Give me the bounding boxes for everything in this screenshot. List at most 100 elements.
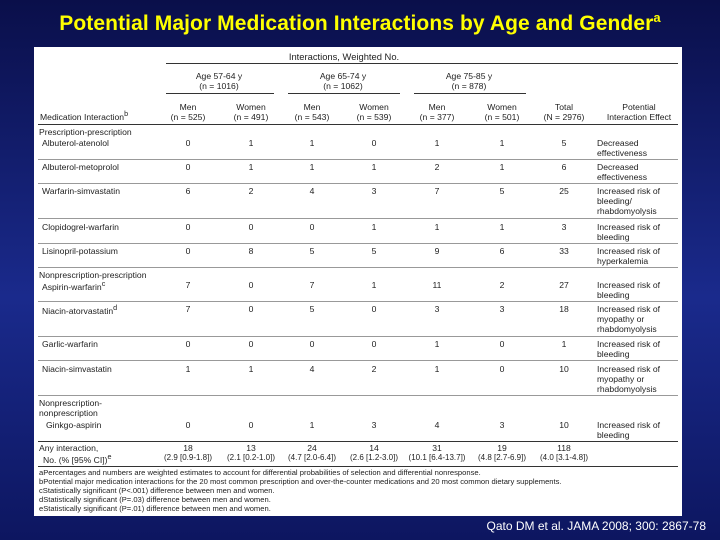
section-otc-otc: Nonprescription-nonprescription (39, 398, 129, 418)
row-10-effect: Increased risk of bleeding (597, 420, 660, 440)
row-4-effect-line-2: bleeding (597, 232, 630, 242)
total-header: Total (554, 102, 574, 112)
row-9-drug: Niacin-simvastatin (42, 364, 112, 374)
row-6-drug-sup: c (101, 280, 106, 288)
row-10-effect-line-1: Increased risk of (597, 420, 661, 430)
row-3-total: 25 (559, 186, 569, 196)
any-ci-6: (4.8 [2.7-6.9]) (477, 453, 527, 462)
any-ci-1: (2.9 [0.9-1.8]) (163, 453, 213, 462)
row-1-val-5: 1 (434, 138, 440, 148)
gender-header-6: Women (487, 102, 517, 112)
gender-header-3-n: (n = 543) (294, 112, 330, 122)
gender-header-6-n: (n = 501) (484, 112, 520, 122)
row-7-drug-sup: d (113, 304, 118, 312)
row-7-val-1: 7 (185, 304, 191, 314)
total-header-n: (N = 2976) (543, 112, 585, 122)
row-7-drug: Niacin-atorvastatind (42, 304, 117, 316)
any-interaction-label-2: No. (% [95% CI])e (43, 453, 111, 465)
row-7-val-4: 0 (371, 304, 377, 314)
any-val-2: 13 (246, 443, 256, 453)
row-7-drug-text: Niacin-atorvastatin (42, 305, 114, 316)
gender-header-2: Women (236, 102, 266, 112)
row-rule (38, 267, 678, 268)
row-5-val-6: 6 (499, 246, 505, 256)
row-9-val-1: 1 (185, 364, 191, 374)
any-total: 118 (557, 443, 571, 453)
row-5-drug: Lisinopril-potassium (42, 246, 118, 256)
row-rule (38, 336, 678, 337)
row-7-effect-line-2: myopathy or (597, 314, 645, 324)
row-7-val-6: 3 (499, 304, 505, 314)
row-9-total: 10 (559, 364, 569, 374)
row-10-val-5: 4 (434, 420, 440, 430)
row-7-val-5: 3 (434, 304, 440, 314)
row-9-effect-line-3: rhabdomyolysis (597, 384, 657, 394)
any-ci-2: (2.1 [0.2-1.0]) (226, 453, 276, 462)
effect-header-2: Interaction Effect (606, 112, 672, 122)
row-1-val-6: 1 (499, 138, 505, 148)
any-val-6: 19 (497, 443, 507, 453)
any-val-3: 24 (307, 443, 317, 453)
row-2-effect: Decreased effectiveness (597, 162, 647, 182)
row-7-effect-line-3: rhabdomyolysis (597, 324, 657, 334)
row-6-val-4: 1 (371, 280, 377, 290)
row-4-val-6: 1 (499, 222, 505, 232)
row-9-val-5: 1 (434, 364, 440, 374)
row-9-effect: Increased risk of myopathy or rhabdomyol… (597, 364, 660, 394)
effect-header-1: Potential (622, 102, 656, 112)
row-1-val-2: 1 (248, 138, 254, 148)
row-2-val-6: 1 (499, 162, 505, 172)
row-6-drug-text: Aspirin-warfarin (42, 281, 102, 292)
age-group-2-n: (n = 1062) (323, 81, 363, 91)
footnote-c: cStatistically significant (P<.001) diff… (39, 486, 275, 495)
age-group-3-label: Age 75-85 y (445, 71, 493, 81)
row-3-val-2: 2 (248, 186, 254, 196)
row-7-effect: Increased risk of myopathy or rhabdomyol… (597, 304, 660, 334)
age-group-1-n: (n = 1016) (199, 81, 239, 91)
row-5-val-4: 5 (371, 246, 377, 256)
row-7-total: 18 (559, 304, 569, 314)
row-1-effect: Decreased effectiveness (597, 138, 647, 158)
footnote-a: aPercentages and numbers are weighted es… (39, 468, 481, 477)
row-1-total: 5 (561, 138, 567, 148)
row-8-val-3: 0 (309, 339, 315, 349)
row-8-val-1: 0 (185, 339, 191, 349)
row-rule (38, 218, 678, 219)
row-3-val-6: 5 (499, 186, 505, 196)
row-4-val-2: 0 (248, 222, 254, 232)
rule-age-2 (288, 93, 400, 94)
row-rule (38, 183, 678, 184)
row-rule (38, 360, 678, 361)
row-7-val-3: 5 (309, 304, 315, 314)
row-6-effect-line-2: bleeding (597, 290, 630, 300)
row-8-val-6: 0 (499, 339, 505, 349)
row-7-val-2: 0 (248, 304, 254, 314)
gender-header-5: Men (428, 102, 446, 112)
row-3-val-5: 7 (434, 186, 440, 196)
row-9-val-3: 4 (309, 364, 315, 374)
row-1-effect-line-2: effectiveness (597, 148, 648, 158)
row-10-val-6: 3 (499, 420, 505, 430)
row-4-val-5: 1 (434, 222, 440, 232)
row-2-val-5: 2 (434, 162, 440, 172)
row-8-total: 1 (561, 339, 567, 349)
row-1-val-1: 0 (185, 138, 191, 148)
gender-header-1-n: (n = 525) (170, 112, 206, 122)
row-4-total: 3 (561, 222, 567, 232)
row-1-drug: Albuterol-atenolol (42, 138, 109, 148)
slide-title-text: Potential Major Medication Interactions … (59, 12, 654, 35)
row-9-val-4: 2 (371, 364, 377, 374)
row-6-drug: Aspirin-warfarinc (42, 280, 105, 292)
gender-header-5-n: (n = 377) (419, 112, 455, 122)
row-rule (38, 243, 678, 244)
row-9-val-2: 1 (248, 364, 254, 374)
row-6-val-3: 7 (309, 280, 315, 290)
row-6-total: 27 (559, 280, 569, 290)
row-5-val-3: 5 (309, 246, 315, 256)
row-3-val-3: 4 (309, 186, 315, 196)
row-8-val-5: 1 (434, 339, 440, 349)
row-3-effect-line-1: Increased risk of (597, 186, 661, 196)
rule-age-3 (414, 93, 526, 94)
row-10-effect-line-2: bleeding (597, 430, 630, 440)
footnote-b: bPotential major medication interactions… (39, 477, 562, 486)
